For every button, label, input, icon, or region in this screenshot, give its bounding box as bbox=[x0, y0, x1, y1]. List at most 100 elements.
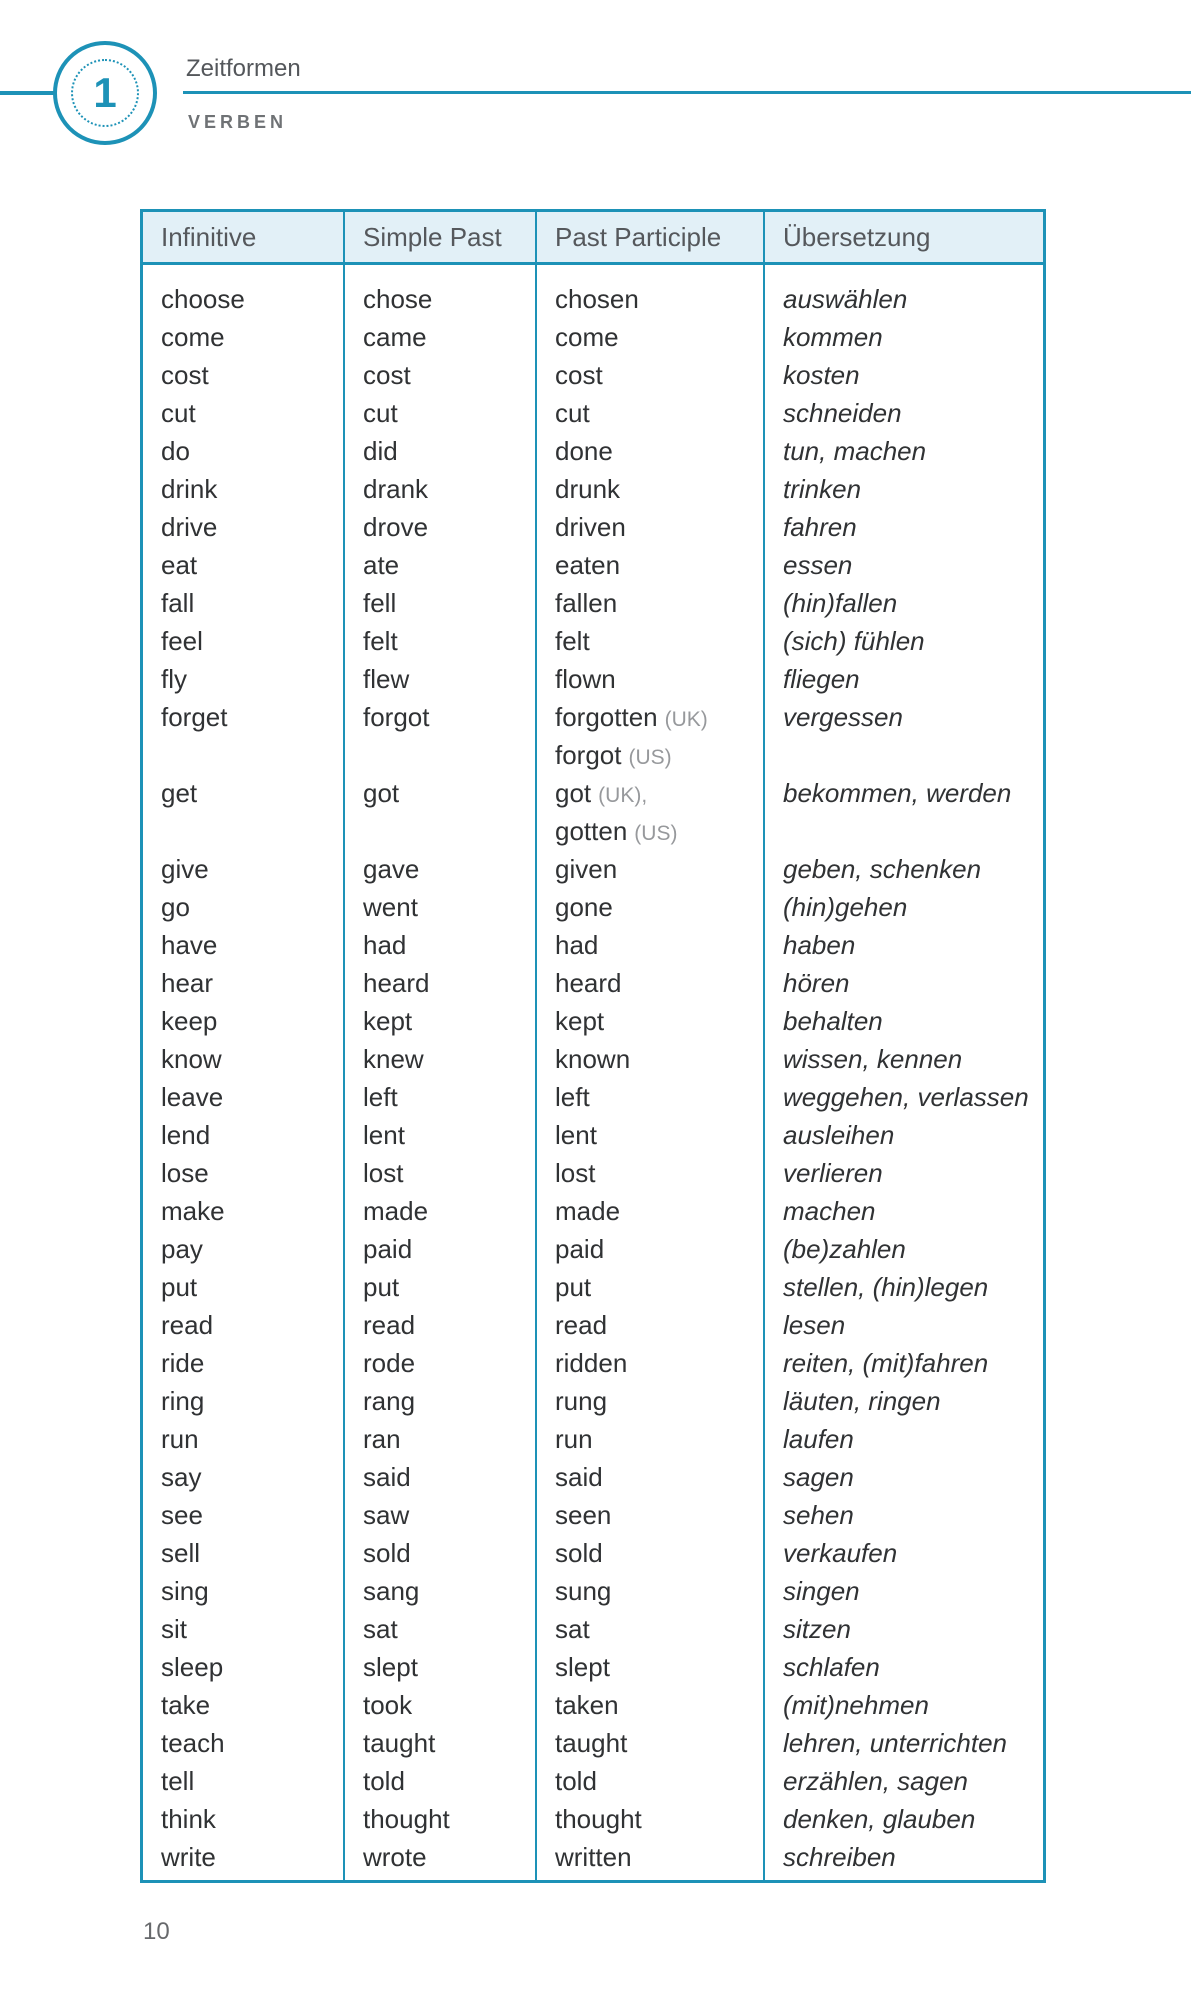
cell-infinitive: take bbox=[161, 1690, 211, 1720]
cell-infinitive: drink bbox=[161, 474, 218, 504]
cell-simple-past bbox=[345, 736, 537, 777]
table-row: pay paid paid (be)zahlen bbox=[143, 1230, 1043, 1268]
cell-translation: wissen, kennen bbox=[783, 1044, 963, 1074]
table-row: do did done tun, machen bbox=[143, 432, 1043, 470]
cell-translation: bekommen, werden bbox=[783, 778, 1012, 808]
past-participle-text: fallen bbox=[555, 588, 618, 618]
cell-translation: kosten bbox=[783, 360, 860, 390]
past-participle-text: slept bbox=[555, 1652, 610, 1682]
cell-past-participle: told bbox=[537, 1762, 765, 1800]
table-row: teach taught taught lehren, unterrichten bbox=[143, 1724, 1043, 1762]
past-participle-text: said bbox=[555, 1462, 603, 1492]
cell-simple-past: rode bbox=[363, 1348, 416, 1378]
table-row: lose lost lost verlieren bbox=[143, 1154, 1043, 1192]
table-row: get got got (UK), bekommen, werden bbox=[143, 774, 1043, 812]
cell-past-participle: slept bbox=[537, 1648, 765, 1686]
cell-past-participle: sung bbox=[537, 1572, 765, 1610]
cell-past-participle: had bbox=[537, 926, 765, 964]
past-participle-text: sung bbox=[555, 1576, 612, 1606]
regional-variant-note: (US) bbox=[634, 822, 678, 845]
cell-translation: schlafen bbox=[783, 1652, 880, 1682]
cell-translation: (sich) fühlen bbox=[783, 626, 925, 656]
table-row: keep kept kept behalten bbox=[143, 1002, 1043, 1040]
cell-translation: (be)zahlen bbox=[783, 1234, 906, 1264]
subsection-title: VERBEN bbox=[188, 112, 288, 132]
table-row: say said said sagen bbox=[143, 1458, 1043, 1496]
table-row: drink drank drunk trinken bbox=[143, 470, 1043, 508]
cell-translation: fliegen bbox=[783, 664, 860, 694]
cell-translation: (mit)nehmen bbox=[783, 1690, 929, 1720]
cell-infinitive: sell bbox=[161, 1538, 201, 1568]
table-row: make made made machen bbox=[143, 1192, 1043, 1230]
table-row: eat ate eaten essen bbox=[143, 546, 1043, 584]
cell-past-participle: known bbox=[537, 1040, 765, 1078]
cell-simple-past: fell bbox=[363, 588, 397, 618]
past-participle-text: told bbox=[555, 1766, 597, 1796]
cell-infinitive: hear bbox=[161, 968, 214, 998]
cell-infinitive: put bbox=[161, 1272, 198, 1302]
cell-past-participle: fallen bbox=[537, 584, 765, 622]
cell-simple-past: saw bbox=[363, 1500, 410, 1530]
past-participle-text: put bbox=[555, 1272, 592, 1302]
table-row: have had had haben bbox=[143, 926, 1043, 964]
cell-simple-past: taught bbox=[363, 1728, 436, 1758]
cell-simple-past: drove bbox=[363, 512, 429, 542]
table-row: hear heard heard hören bbox=[143, 964, 1043, 1002]
table-row: lend lent lent ausleihen bbox=[143, 1116, 1043, 1154]
past-participle-text: felt bbox=[555, 626, 590, 656]
past-participle-text: sold bbox=[555, 1538, 603, 1568]
cell-simple-past: rang bbox=[363, 1386, 416, 1416]
cell-translation: weggehen, verlassen bbox=[783, 1082, 1029, 1112]
past-participle-text: flown bbox=[555, 664, 616, 694]
cell-translation: machen bbox=[783, 1196, 876, 1226]
cell-simple-past: said bbox=[363, 1462, 411, 1492]
column-header-infinitive: Infinitive bbox=[161, 221, 257, 252]
cell-translation: essen bbox=[783, 550, 853, 580]
cell-past-participle: drunk bbox=[537, 470, 765, 508]
table-row: take took taken (mit)nehmen bbox=[143, 1686, 1043, 1724]
cell-infinitive: sit bbox=[161, 1614, 187, 1644]
cell-simple-past: made bbox=[363, 1196, 429, 1226]
cell-simple-past: did bbox=[363, 436, 398, 466]
cell-simple-past: sang bbox=[363, 1576, 420, 1606]
cell-past-participle: flown bbox=[537, 660, 765, 698]
past-participle-text: taught bbox=[555, 1728, 628, 1758]
cell-translation: sehen bbox=[783, 1500, 854, 1530]
cell-infinitive: do bbox=[161, 436, 190, 466]
cell-past-participle: come bbox=[537, 318, 765, 356]
cell-past-participle: made bbox=[537, 1192, 765, 1230]
cell-simple-past: knew bbox=[363, 1044, 424, 1074]
cell-translation: sitzen bbox=[783, 1614, 851, 1644]
cell-past-participle: forgot (US) bbox=[537, 736, 765, 777]
cell-simple-past: flew bbox=[363, 664, 410, 694]
cell-infinitive: sing bbox=[161, 1576, 209, 1606]
past-participle-text: driven bbox=[555, 512, 626, 542]
cell-past-participle: done bbox=[537, 432, 765, 470]
past-participle-text: cut bbox=[555, 398, 590, 428]
cell-simple-past: got bbox=[363, 778, 400, 808]
column-divider-2 bbox=[535, 212, 537, 1880]
cell-infinitive: teach bbox=[161, 1728, 225, 1758]
cell-past-participle: written bbox=[537, 1838, 765, 1876]
past-participle-text: forgotten bbox=[555, 702, 658, 732]
past-participle-text: seen bbox=[555, 1500, 612, 1530]
cell-infinitive: leave bbox=[161, 1082, 224, 1112]
table-row: sell sold sold verkaufen bbox=[143, 1534, 1043, 1572]
cell-past-participle: heard bbox=[537, 964, 765, 1002]
cell-simple-past: slept bbox=[363, 1652, 418, 1682]
cell-infinitive: know bbox=[161, 1044, 222, 1074]
cell-infinitive: tell bbox=[161, 1766, 195, 1796]
cell-infinitive: ride bbox=[161, 1348, 205, 1378]
cell-simple-past: sold bbox=[363, 1538, 411, 1568]
cell-past-participle: forgotten (UK) bbox=[537, 698, 765, 739]
cell-past-participle: felt bbox=[537, 622, 765, 660]
cell-simple-past: chose bbox=[363, 284, 433, 314]
table-header-row: Infinitive Simple Past Past Participle Ü… bbox=[143, 212, 1043, 265]
cell-simple-past bbox=[345, 812, 537, 853]
cell-past-participle: got (UK), bbox=[537, 774, 765, 815]
past-participle-text: known bbox=[555, 1044, 631, 1074]
cell-infinitive: fly bbox=[161, 664, 187, 694]
cell-past-participle: eaten bbox=[537, 546, 765, 584]
cell-past-participle: driven bbox=[537, 508, 765, 546]
past-participle-text: written bbox=[555, 1842, 632, 1872]
